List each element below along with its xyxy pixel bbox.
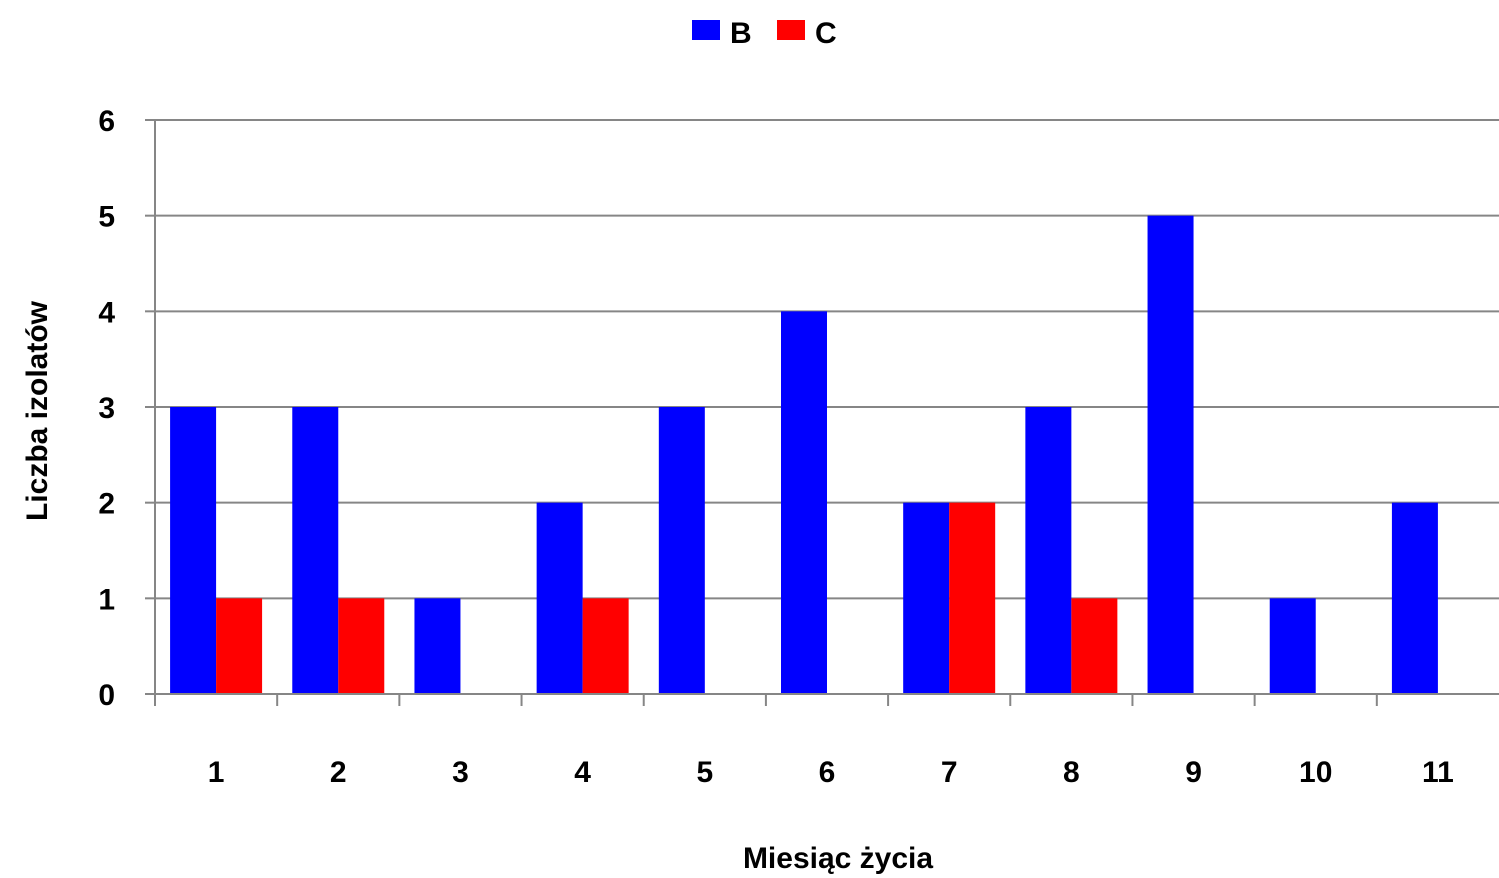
x-tick-label: 10 xyxy=(1299,756,1332,789)
x-tick-label: 2 xyxy=(330,756,347,789)
bar-B-10 xyxy=(1269,598,1316,694)
x-tick-label: 1 xyxy=(208,756,225,789)
x-axis-title: Miesiąc życia xyxy=(743,842,933,875)
y-tick-label: 6 xyxy=(98,105,115,138)
bar-C-7 xyxy=(949,502,996,694)
y-tick-label: 5 xyxy=(98,201,115,234)
bar-B-4 xyxy=(536,502,583,694)
bar-B-11 xyxy=(1391,502,1438,694)
x-tick-label: 9 xyxy=(1185,756,1202,789)
bar-B-8 xyxy=(1025,407,1072,694)
x-tick-label: 8 xyxy=(1063,756,1080,789)
x-tick-label: 6 xyxy=(819,756,836,789)
x-tick-label: 5 xyxy=(696,756,713,789)
bar-B-1 xyxy=(170,407,217,694)
y-tick-label: 2 xyxy=(98,488,115,521)
legend-item-B: B xyxy=(692,17,752,50)
legend-label: C xyxy=(815,17,837,50)
y-tick-label: 0 xyxy=(98,679,115,712)
legend-swatch xyxy=(777,20,805,40)
x-tick-label: 4 xyxy=(574,756,591,789)
bar-C-8 xyxy=(1071,598,1118,694)
bar-B-5 xyxy=(658,407,705,694)
legend-item-C: C xyxy=(777,17,837,50)
y-tick-label: 1 xyxy=(98,583,115,616)
y-ticks: 0 1 2 3 4 5 6 xyxy=(98,105,155,712)
x-tick-label: 11 xyxy=(1422,756,1454,789)
x-tick-label: 7 xyxy=(941,756,958,789)
bar-B-7 xyxy=(903,502,950,694)
legend-label: B xyxy=(730,17,752,50)
bar-B-9 xyxy=(1147,215,1194,694)
bar-C-1 xyxy=(216,598,263,694)
bar-C-2 xyxy=(338,598,385,694)
legend-swatch xyxy=(692,20,720,40)
x-ticks: 1 2 3 4 5 6 7 8 9 10 11 xyxy=(154,694,1454,789)
bar-B-2 xyxy=(292,407,339,694)
bar-C-4 xyxy=(582,598,629,694)
y-tick-label: 3 xyxy=(98,392,115,425)
bar-B-6 xyxy=(781,311,827,694)
x-tick-label: 3 xyxy=(452,756,469,789)
y-axis-title: Liczba izolatów xyxy=(21,300,54,521)
bars xyxy=(170,215,1438,694)
bar-B-3 xyxy=(414,598,461,694)
y-tick-label: 4 xyxy=(98,296,115,329)
